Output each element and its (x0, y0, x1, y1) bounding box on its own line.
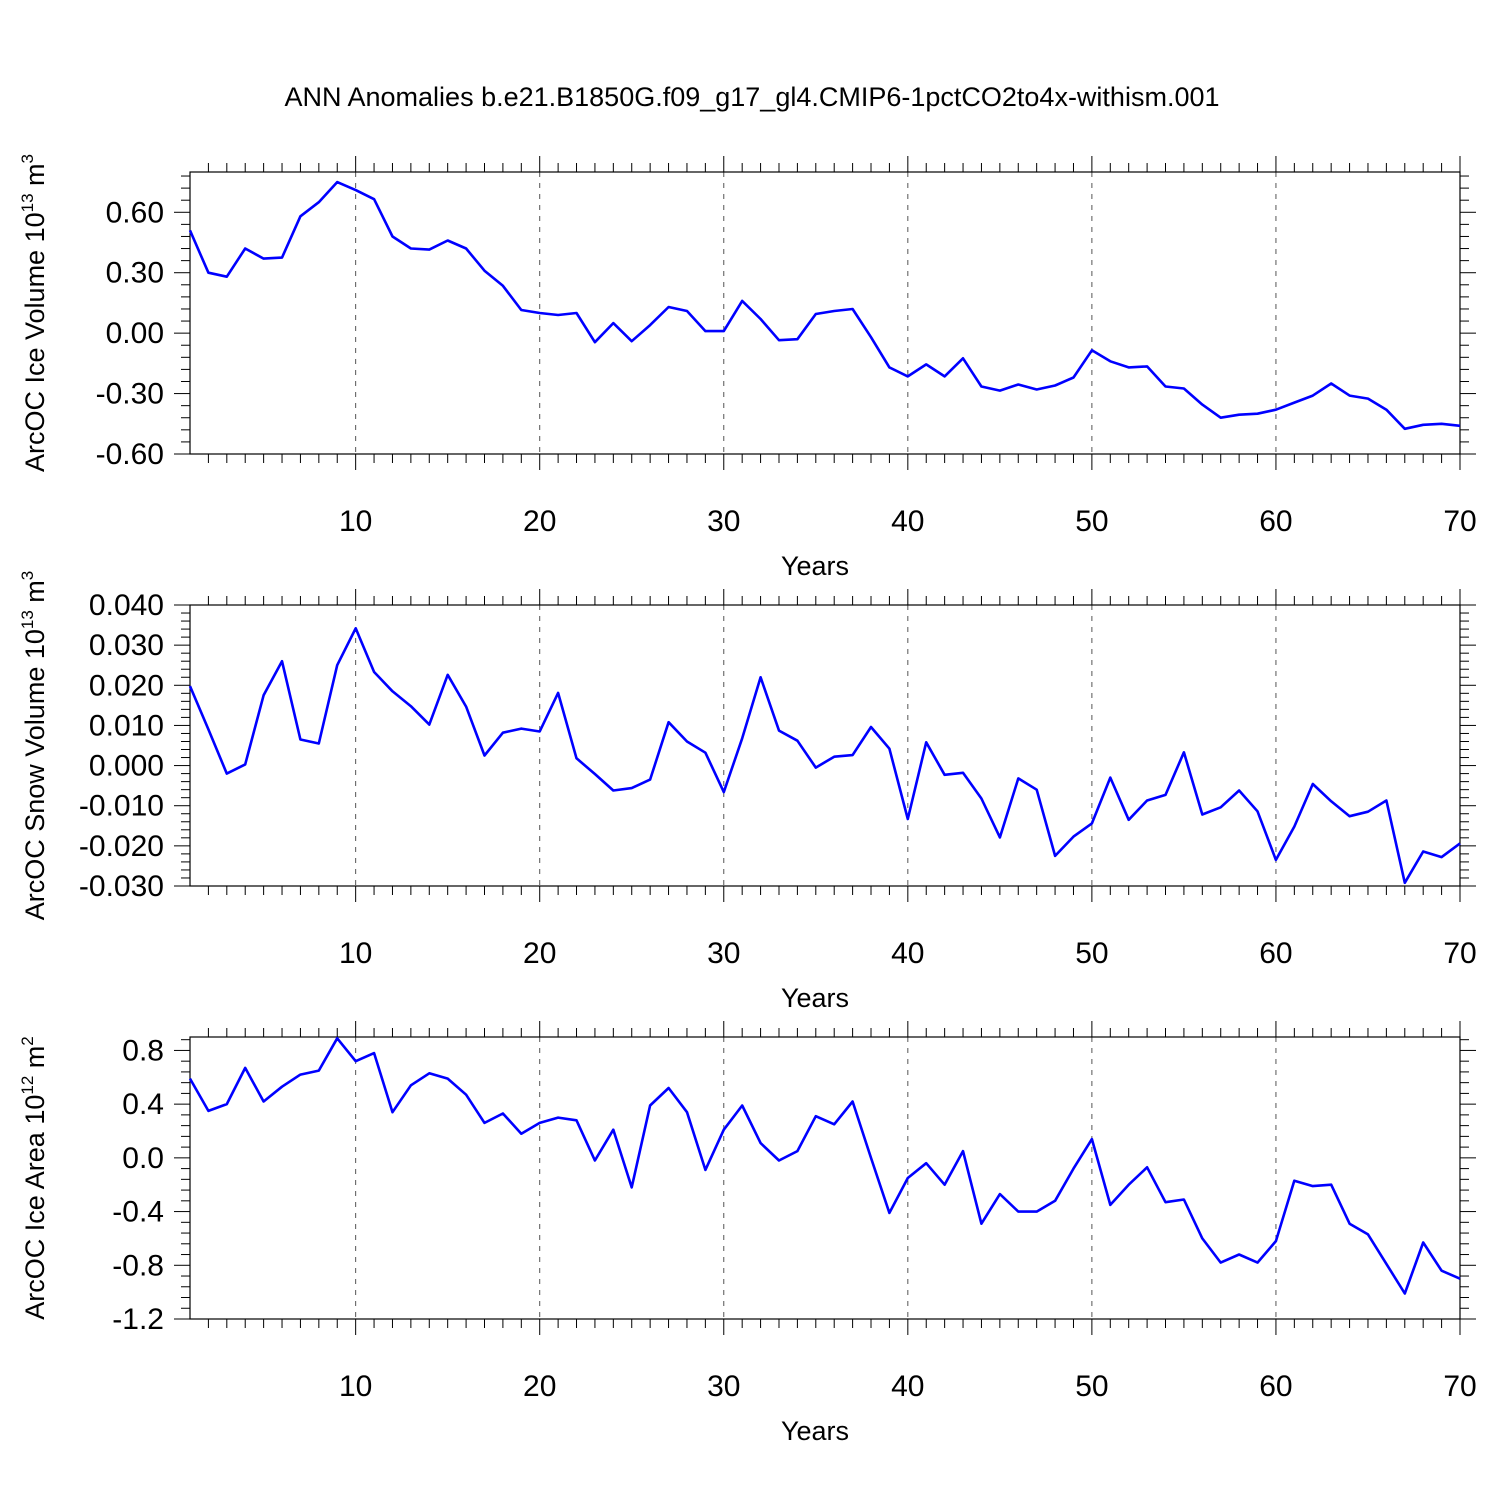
x-tick-label: 70 (1443, 505, 1476, 538)
x-axis-title: Years (781, 1416, 849, 1446)
y-tick-label: -0.010 (79, 790, 164, 823)
x-tick-label: 40 (891, 505, 924, 538)
y-tick-label: -0.8 (112, 1249, 164, 1282)
x-axis-title: Years (781, 983, 849, 1013)
plot-frame (189, 1036, 1461, 1320)
series-line-3 (188, 1037, 1461, 1295)
x-tick-label: 30 (707, 505, 740, 538)
x-tick-label: 60 (1259, 1370, 1292, 1403)
y-tick-label: 0.4 (122, 1088, 164, 1121)
x-tick-label: 10 (339, 937, 372, 970)
x-tick-label: 20 (523, 1370, 556, 1403)
y-tick-label: 0.010 (89, 709, 164, 742)
y-tick-label: -0.030 (79, 870, 164, 903)
x-tick-label: 60 (1259, 937, 1292, 970)
y-tick-label: 0.8 (122, 1034, 164, 1067)
y-tick-label: 0.020 (89, 669, 164, 702)
y-tick-label: 0.000 (89, 750, 164, 783)
x-tick-label: 40 (891, 1370, 924, 1403)
x-tick-label: 10 (339, 1370, 372, 1403)
plot-frame (189, 604, 1461, 887)
chart-panel-1: -0.60 -0.30 0.00 0.30 0.60 10 20 30 40 50 60 70 Year… (18, 154, 1477, 581)
y-tick-label: -1.2 (112, 1303, 164, 1336)
x-tick-label: 30 (707, 1370, 740, 1403)
y-tick-label: 0.0 (122, 1142, 164, 1175)
y-tick-label: 0.040 (89, 589, 164, 622)
x-tick-label: 10 (339, 505, 372, 538)
y-tick-label: -0.4 (112, 1196, 164, 1229)
series-line-1 (188, 180, 1461, 431)
x-tick-label: 70 (1443, 1370, 1476, 1403)
x-tick-label: 20 (523, 937, 556, 970)
y-tick-label: 0.30 (106, 257, 164, 290)
series-line-2 (188, 626, 1461, 885)
x-tick-label: 40 (891, 937, 924, 970)
chart-panel-2: -0.030 -0.020 -0.010 0.000 0.010 0.020 0.030 0.… (18, 571, 1477, 1013)
x-tick-label: 20 (523, 505, 556, 538)
x-tick-label: 50 (1075, 505, 1108, 538)
y-axis-title: ArcOC Ice Volume 1013 m3 (18, 154, 50, 472)
y-axis-title: ArcOC Snow Volume 1013 m3 (18, 571, 50, 921)
y-axis-title: ArcOC Ice Area 1012 m2 (18, 1036, 50, 1320)
plot-frame (189, 171, 1461, 455)
y-tick-label: 0.00 (106, 317, 164, 350)
x-tick-label: 60 (1259, 505, 1292, 538)
x-axis-title: Years (781, 551, 849, 581)
chart-panels: -0.60 -0.30 0.00 0.30 0.60 10 20 30 40 50 60 70 Year… (18, 154, 1477, 1446)
y-tick-label: 0.60 (106, 196, 164, 229)
x-tick-label: 50 (1075, 937, 1108, 970)
y-tick-label: -0.30 (96, 378, 164, 411)
chart-panel-3: -1.2 -0.8 -0.4 0.0 0.4 0.8 10 20 30 40 50 60 70 Years… (18, 1021, 1477, 1446)
figure-title: ANN Anomalies b.e21.B1850G.f09_g17_gl4.C… (284, 82, 1219, 112)
x-tick-label: 50 (1075, 1370, 1108, 1403)
y-tick-label: -0.60 (96, 438, 164, 471)
x-tick-label: 30 (707, 937, 740, 970)
y-tick-label: -0.020 (79, 830, 164, 863)
x-tick-label: 70 (1443, 937, 1476, 970)
y-tick-label: 0.030 (89, 629, 164, 662)
